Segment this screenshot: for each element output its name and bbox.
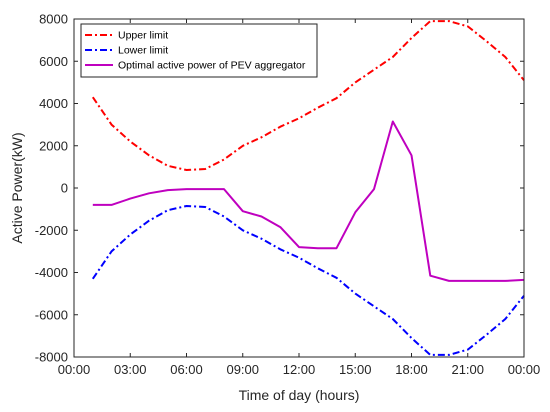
series-line-2 (91, 205, 525, 356)
legend-entry: Upper limit (118, 30, 168, 42)
y-tick-label: 0 (61, 181, 68, 196)
x-tick-label: 21:00 (451, 362, 484, 377)
x-tick-label: 12:00 (283, 362, 316, 377)
y-tick-label: -6000 (35, 307, 68, 322)
y-tick-label: 2000 (39, 138, 68, 153)
legend-box (80, 23, 318, 78)
legend-entry: Optimal active power of PEV aggregator (118, 60, 306, 72)
y-tick-label: -2000 (35, 223, 68, 238)
y-tick-label: 6000 (39, 54, 68, 69)
x-tick-label: 00:00 (58, 362, 91, 377)
y-tick-label: -4000 (35, 265, 68, 280)
legend: Upper limit Lower limit Optimal active pow… (80, 23, 318, 78)
y-axis-label: Active Power(kW) (9, 132, 25, 243)
series-layer (91, 20, 525, 356)
ticks-layer: 00:00 03:00 06:00 09:00 12:00 15:00 18:00 21:00… (35, 12, 541, 378)
series-line-3 (92, 120, 525, 282)
x-tick-label: 09:00 (226, 362, 259, 377)
series-line-1 (91, 20, 525, 171)
x-tick-label: 06:00 (170, 362, 203, 377)
legend-entry: Lower limit (118, 45, 168, 57)
x-axis-label: Time of day (hours) (239, 387, 360, 403)
x-tick-label: 00:00 (508, 362, 541, 377)
x-tick-label: 18:00 (395, 362, 428, 377)
x-tick-label: 03:00 (114, 362, 147, 377)
y-tick-label: -8000 (35, 350, 68, 365)
y-tick-label: 4000 (39, 96, 68, 111)
x-tick-label: 15:00 (339, 362, 372, 377)
y-tick-label: 8000 (39, 12, 68, 27)
